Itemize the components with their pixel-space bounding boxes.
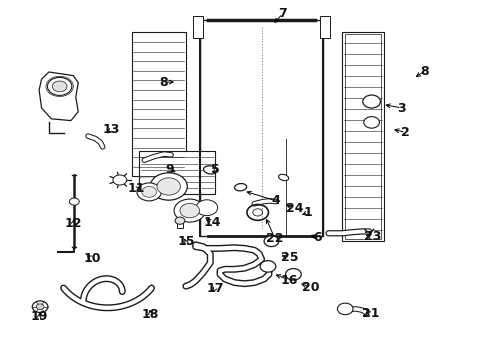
Bar bbox=[344, 34, 381, 239]
Circle shape bbox=[363, 117, 379, 128]
Text: 12: 12 bbox=[64, 217, 82, 230]
Text: 25: 25 bbox=[280, 251, 298, 264]
Circle shape bbox=[47, 77, 72, 95]
Text: 8: 8 bbox=[159, 76, 168, 89]
Text: 3: 3 bbox=[397, 102, 406, 114]
Circle shape bbox=[150, 173, 187, 200]
Circle shape bbox=[252, 209, 262, 216]
Circle shape bbox=[52, 81, 67, 92]
Bar bbox=[193, 16, 203, 38]
Ellipse shape bbox=[203, 166, 217, 174]
Polygon shape bbox=[39, 72, 78, 121]
Text: 1: 1 bbox=[303, 206, 312, 219]
Text: 11: 11 bbox=[127, 183, 144, 195]
Circle shape bbox=[180, 203, 199, 218]
Bar bbox=[132, 32, 185, 176]
Text: 4: 4 bbox=[271, 194, 280, 207]
Circle shape bbox=[337, 303, 352, 315]
Circle shape bbox=[264, 236, 278, 247]
Ellipse shape bbox=[278, 174, 288, 181]
Bar bbox=[139, 151, 215, 194]
Circle shape bbox=[157, 178, 180, 195]
Text: 13: 13 bbox=[102, 123, 120, 136]
Text: 22: 22 bbox=[265, 232, 283, 245]
Circle shape bbox=[285, 269, 301, 280]
Text: 19: 19 bbox=[30, 310, 48, 323]
Circle shape bbox=[32, 301, 48, 312]
Circle shape bbox=[196, 200, 217, 216]
Text: 6: 6 bbox=[313, 231, 322, 244]
Circle shape bbox=[69, 198, 79, 205]
Text: 2: 2 bbox=[401, 126, 409, 139]
Text: 15: 15 bbox=[177, 235, 194, 248]
Circle shape bbox=[175, 217, 184, 224]
Text: 24: 24 bbox=[285, 202, 303, 215]
Bar bbox=[342, 32, 383, 241]
FancyBboxPatch shape bbox=[139, 177, 181, 197]
Text: 23: 23 bbox=[363, 230, 381, 243]
Bar bbox=[320, 16, 329, 38]
Bar bbox=[177, 221, 183, 228]
Text: 16: 16 bbox=[280, 274, 298, 287]
Text: 9: 9 bbox=[165, 163, 174, 176]
Text: 8: 8 bbox=[419, 65, 428, 78]
Circle shape bbox=[113, 175, 126, 185]
Circle shape bbox=[142, 186, 156, 197]
Text: 7: 7 bbox=[278, 7, 286, 20]
Circle shape bbox=[362, 95, 380, 108]
Circle shape bbox=[174, 199, 205, 222]
Text: 14: 14 bbox=[203, 216, 221, 229]
Ellipse shape bbox=[234, 184, 246, 191]
Text: 5: 5 bbox=[210, 163, 219, 176]
Circle shape bbox=[137, 183, 161, 201]
Text: 10: 10 bbox=[83, 252, 101, 265]
Circle shape bbox=[36, 304, 44, 310]
Text: 18: 18 bbox=[142, 309, 159, 321]
Bar bbox=[200, 20, 322, 236]
Text: 20: 20 bbox=[301, 281, 319, 294]
Text: 17: 17 bbox=[206, 282, 224, 294]
Circle shape bbox=[260, 261, 275, 272]
Text: 21: 21 bbox=[361, 307, 379, 320]
